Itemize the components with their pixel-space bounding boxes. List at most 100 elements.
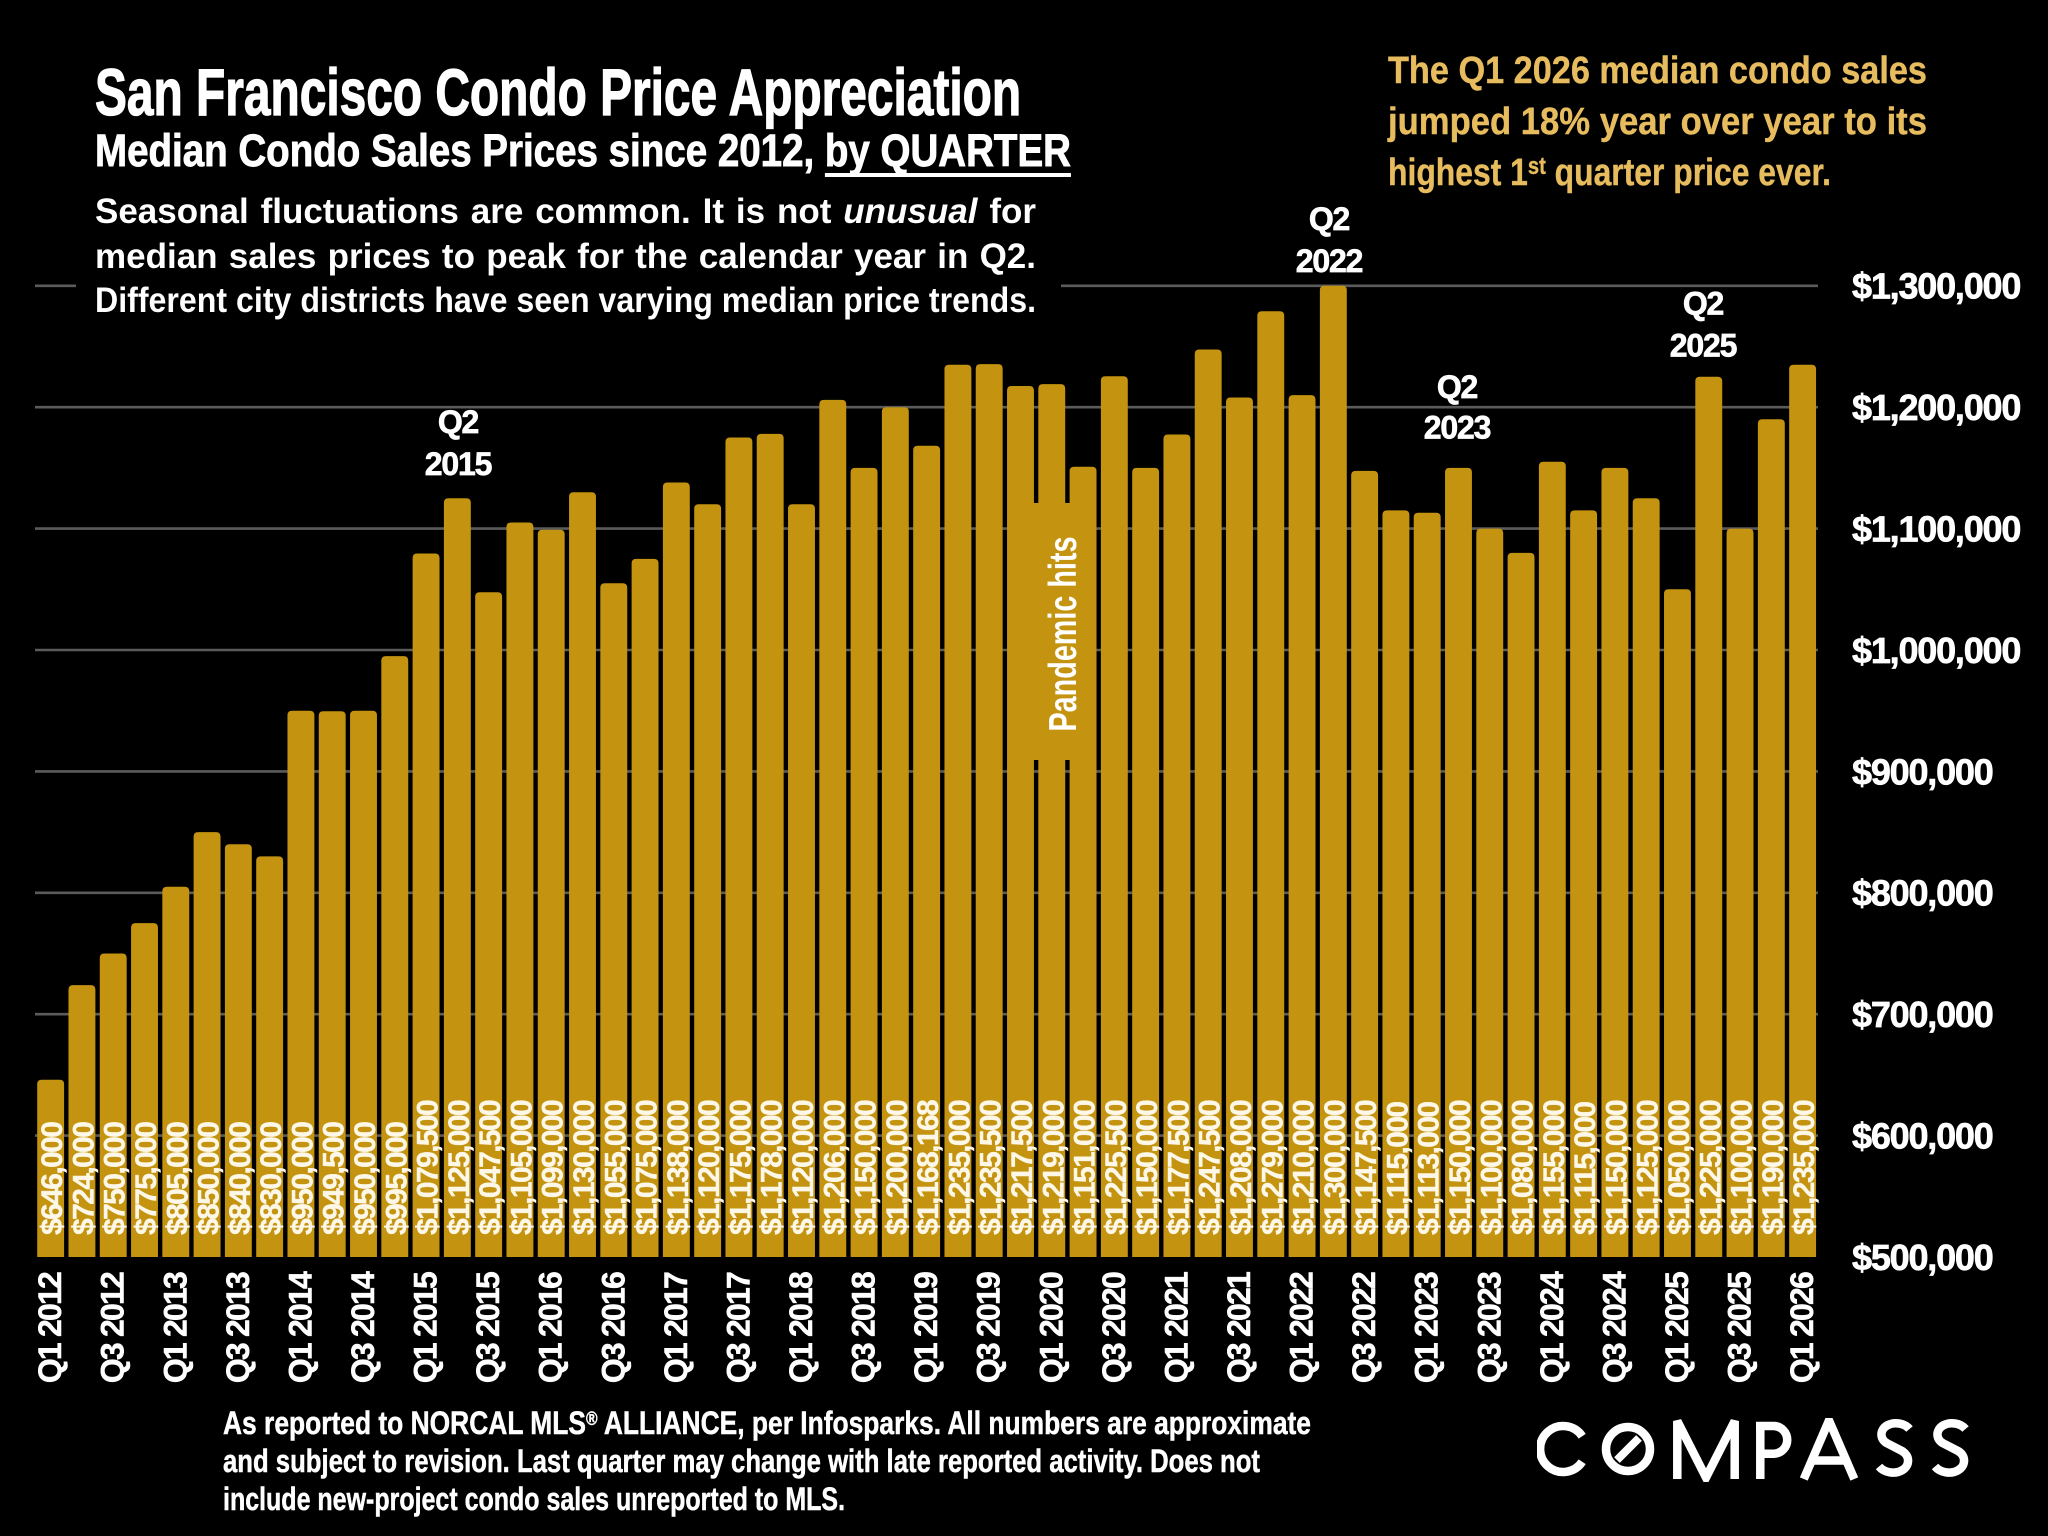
svg-text:$1,150,000: $1,150,000 bbox=[850, 1100, 883, 1235]
svg-text:$900,000: $900,000 bbox=[1852, 751, 1993, 792]
svg-text:Q3 2025: Q3 2025 bbox=[1722, 1272, 1758, 1383]
svg-text:$1,125,000: $1,125,000 bbox=[1632, 1100, 1665, 1235]
svg-text:$1,151,000: $1,151,000 bbox=[1069, 1100, 1102, 1235]
svg-text:Q1 2015: Q1 2015 bbox=[408, 1272, 444, 1383]
svg-text:$1,219,000: $1,219,000 bbox=[1037, 1100, 1070, 1235]
svg-text:$950,000: $950,000 bbox=[349, 1122, 382, 1235]
svg-text:Q1 2025: Q1 2025 bbox=[1659, 1272, 1695, 1383]
svg-text:$1,105,000: $1,105,000 bbox=[505, 1100, 538, 1235]
svg-text:$1,047,500: $1,047,500 bbox=[474, 1100, 507, 1235]
svg-text:$1,190,000: $1,190,000 bbox=[1757, 1100, 1790, 1235]
svg-text:Q3 2019: Q3 2019 bbox=[971, 1272, 1007, 1383]
svg-text:$1,120,000: $1,120,000 bbox=[693, 1100, 726, 1235]
svg-text:$1,100,000: $1,100,000 bbox=[1726, 1100, 1759, 1235]
svg-text:Q3 2017: Q3 2017 bbox=[720, 1272, 756, 1383]
svg-text:Q2: Q2 bbox=[1683, 286, 1724, 322]
svg-text:Q1 2024: Q1 2024 bbox=[1534, 1271, 1570, 1383]
svg-text:$1,206,000: $1,206,000 bbox=[818, 1100, 851, 1235]
svg-text:Pandemic hits: Pandemic hits bbox=[1042, 537, 1085, 732]
svg-text:$1,300,000: $1,300,000 bbox=[1852, 266, 2020, 307]
svg-text:$1,150,000: $1,150,000 bbox=[1131, 1100, 1164, 1235]
svg-text:$850,000: $850,000 bbox=[193, 1122, 226, 1235]
svg-text:Q1 2021: Q1 2021 bbox=[1158, 1272, 1194, 1383]
svg-text:Q2: Q2 bbox=[438, 404, 479, 440]
svg-text:Q3 2013: Q3 2013 bbox=[220, 1272, 256, 1383]
svg-text:Q3 2020: Q3 2020 bbox=[1096, 1272, 1132, 1383]
svg-text:$750,000: $750,000 bbox=[99, 1122, 132, 1235]
svg-text:$1,079,500: $1,079,500 bbox=[412, 1100, 445, 1235]
svg-text:$1,208,000: $1,208,000 bbox=[1225, 1100, 1258, 1235]
svg-text:$950,000: $950,000 bbox=[286, 1122, 319, 1235]
svg-text:$500,000: $500,000 bbox=[1852, 1237, 1993, 1278]
svg-text:$1,075,000: $1,075,000 bbox=[631, 1100, 664, 1235]
svg-text:2022: 2022 bbox=[1296, 243, 1363, 279]
svg-text:$1,130,000: $1,130,000 bbox=[568, 1100, 601, 1235]
svg-text:$600,000: $600,000 bbox=[1852, 1116, 1993, 1157]
svg-text:$830,000: $830,000 bbox=[255, 1122, 288, 1235]
svg-text:$1,120,000: $1,120,000 bbox=[787, 1100, 820, 1235]
svg-text:2025: 2025 bbox=[1670, 328, 1737, 364]
svg-text:$724,000: $724,000 bbox=[67, 1122, 100, 1235]
svg-text:2015: 2015 bbox=[425, 446, 492, 482]
svg-text:$1,235,000: $1,235,000 bbox=[1788, 1100, 1821, 1235]
svg-text:$1,178,000: $1,178,000 bbox=[756, 1100, 789, 1235]
svg-text:Q3 2018: Q3 2018 bbox=[846, 1272, 882, 1383]
svg-text:Q1 2013: Q1 2013 bbox=[157, 1272, 193, 1383]
svg-text:$949,500: $949,500 bbox=[318, 1122, 351, 1235]
svg-text:$1,113,000: $1,113,000 bbox=[1413, 1102, 1446, 1235]
svg-text:$1,235,500: $1,235,500 bbox=[975, 1100, 1008, 1235]
svg-text:Q1 2017: Q1 2017 bbox=[658, 1272, 694, 1383]
svg-text:Q1 2026: Q1 2026 bbox=[1784, 1272, 1820, 1383]
svg-text:Q1 2020: Q1 2020 bbox=[1033, 1272, 1069, 1383]
svg-text:Q3 2016: Q3 2016 bbox=[595, 1272, 631, 1383]
svg-text:$1,225,000: $1,225,000 bbox=[1694, 1100, 1727, 1235]
svg-text:$1,279,000: $1,279,000 bbox=[1256, 1100, 1289, 1235]
svg-text:Q3 2023: Q3 2023 bbox=[1471, 1272, 1507, 1383]
svg-text:$840,000: $840,000 bbox=[224, 1122, 257, 1235]
svg-text:Q2: Q2 bbox=[1437, 369, 1478, 405]
svg-text:Q3 2024: Q3 2024 bbox=[1596, 1271, 1632, 1383]
svg-text:$1,115,000: $1,115,000 bbox=[1569, 1102, 1602, 1235]
svg-text:$1,150,000: $1,150,000 bbox=[1444, 1100, 1477, 1235]
svg-text:$1,225,500: $1,225,500 bbox=[1100, 1100, 1133, 1235]
svg-text:$1,100,000: $1,100,000 bbox=[1475, 1100, 1508, 1235]
svg-text:$1,115,000: $1,115,000 bbox=[1381, 1102, 1414, 1235]
svg-text:Q1 2018: Q1 2018 bbox=[783, 1272, 819, 1383]
svg-text:$1,247,500: $1,247,500 bbox=[1194, 1100, 1227, 1235]
svg-text:$1,055,000: $1,055,000 bbox=[599, 1100, 632, 1235]
svg-text:$800,000: $800,000 bbox=[1852, 873, 1993, 914]
svg-text:$1,200,000: $1,200,000 bbox=[1852, 387, 2020, 428]
svg-text:$1,125,000: $1,125,000 bbox=[443, 1100, 476, 1235]
svg-text:Q3 2015: Q3 2015 bbox=[470, 1272, 506, 1383]
svg-text:$1,177,500: $1,177,500 bbox=[1162, 1100, 1195, 1235]
svg-text:Q1 2019: Q1 2019 bbox=[908, 1272, 944, 1383]
svg-text:$1,210,000: $1,210,000 bbox=[1288, 1100, 1321, 1235]
svg-text:$1,100,000: $1,100,000 bbox=[1852, 509, 2020, 550]
svg-text:$775,000: $775,000 bbox=[130, 1122, 163, 1235]
svg-text:Q2: Q2 bbox=[1309, 201, 1350, 237]
svg-text:Q1 2023: Q1 2023 bbox=[1409, 1272, 1445, 1383]
svg-text:$1,168,168: $1,168,168 bbox=[912, 1100, 945, 1235]
svg-text:$1,099,000: $1,099,000 bbox=[537, 1100, 570, 1235]
svg-text:$1,175,000: $1,175,000 bbox=[724, 1100, 757, 1235]
svg-text:$1,150,000: $1,150,000 bbox=[1600, 1100, 1633, 1235]
svg-text:$1,147,500: $1,147,500 bbox=[1350, 1100, 1383, 1235]
svg-text:Q1 2016: Q1 2016 bbox=[533, 1272, 569, 1383]
svg-text:$1,138,000: $1,138,000 bbox=[662, 1100, 695, 1235]
svg-text:2023: 2023 bbox=[1424, 410, 1491, 446]
svg-text:$1,300,000: $1,300,000 bbox=[1319, 1100, 1352, 1235]
svg-text:$805,000: $805,000 bbox=[161, 1122, 194, 1235]
svg-text:$1,200,000: $1,200,000 bbox=[881, 1100, 914, 1235]
svg-text:$1,155,000: $1,155,000 bbox=[1538, 1100, 1571, 1235]
svg-text:$1,050,000: $1,050,000 bbox=[1663, 1100, 1696, 1235]
svg-text:$1,080,000: $1,080,000 bbox=[1507, 1100, 1540, 1235]
svg-text:Q1 2014: Q1 2014 bbox=[282, 1271, 318, 1383]
svg-text:Q3 2021: Q3 2021 bbox=[1221, 1272, 1257, 1383]
svg-text:$646,000: $646,000 bbox=[36, 1122, 69, 1235]
svg-text:$700,000: $700,000 bbox=[1852, 994, 1993, 1035]
svg-text:Q1 2022: Q1 2022 bbox=[1284, 1272, 1320, 1383]
svg-text:Q1 2012: Q1 2012 bbox=[32, 1272, 68, 1383]
svg-text:Q3 2012: Q3 2012 bbox=[95, 1272, 131, 1383]
svg-text:Q3 2014: Q3 2014 bbox=[345, 1271, 381, 1383]
svg-text:$1,217,500: $1,217,500 bbox=[1006, 1100, 1039, 1235]
